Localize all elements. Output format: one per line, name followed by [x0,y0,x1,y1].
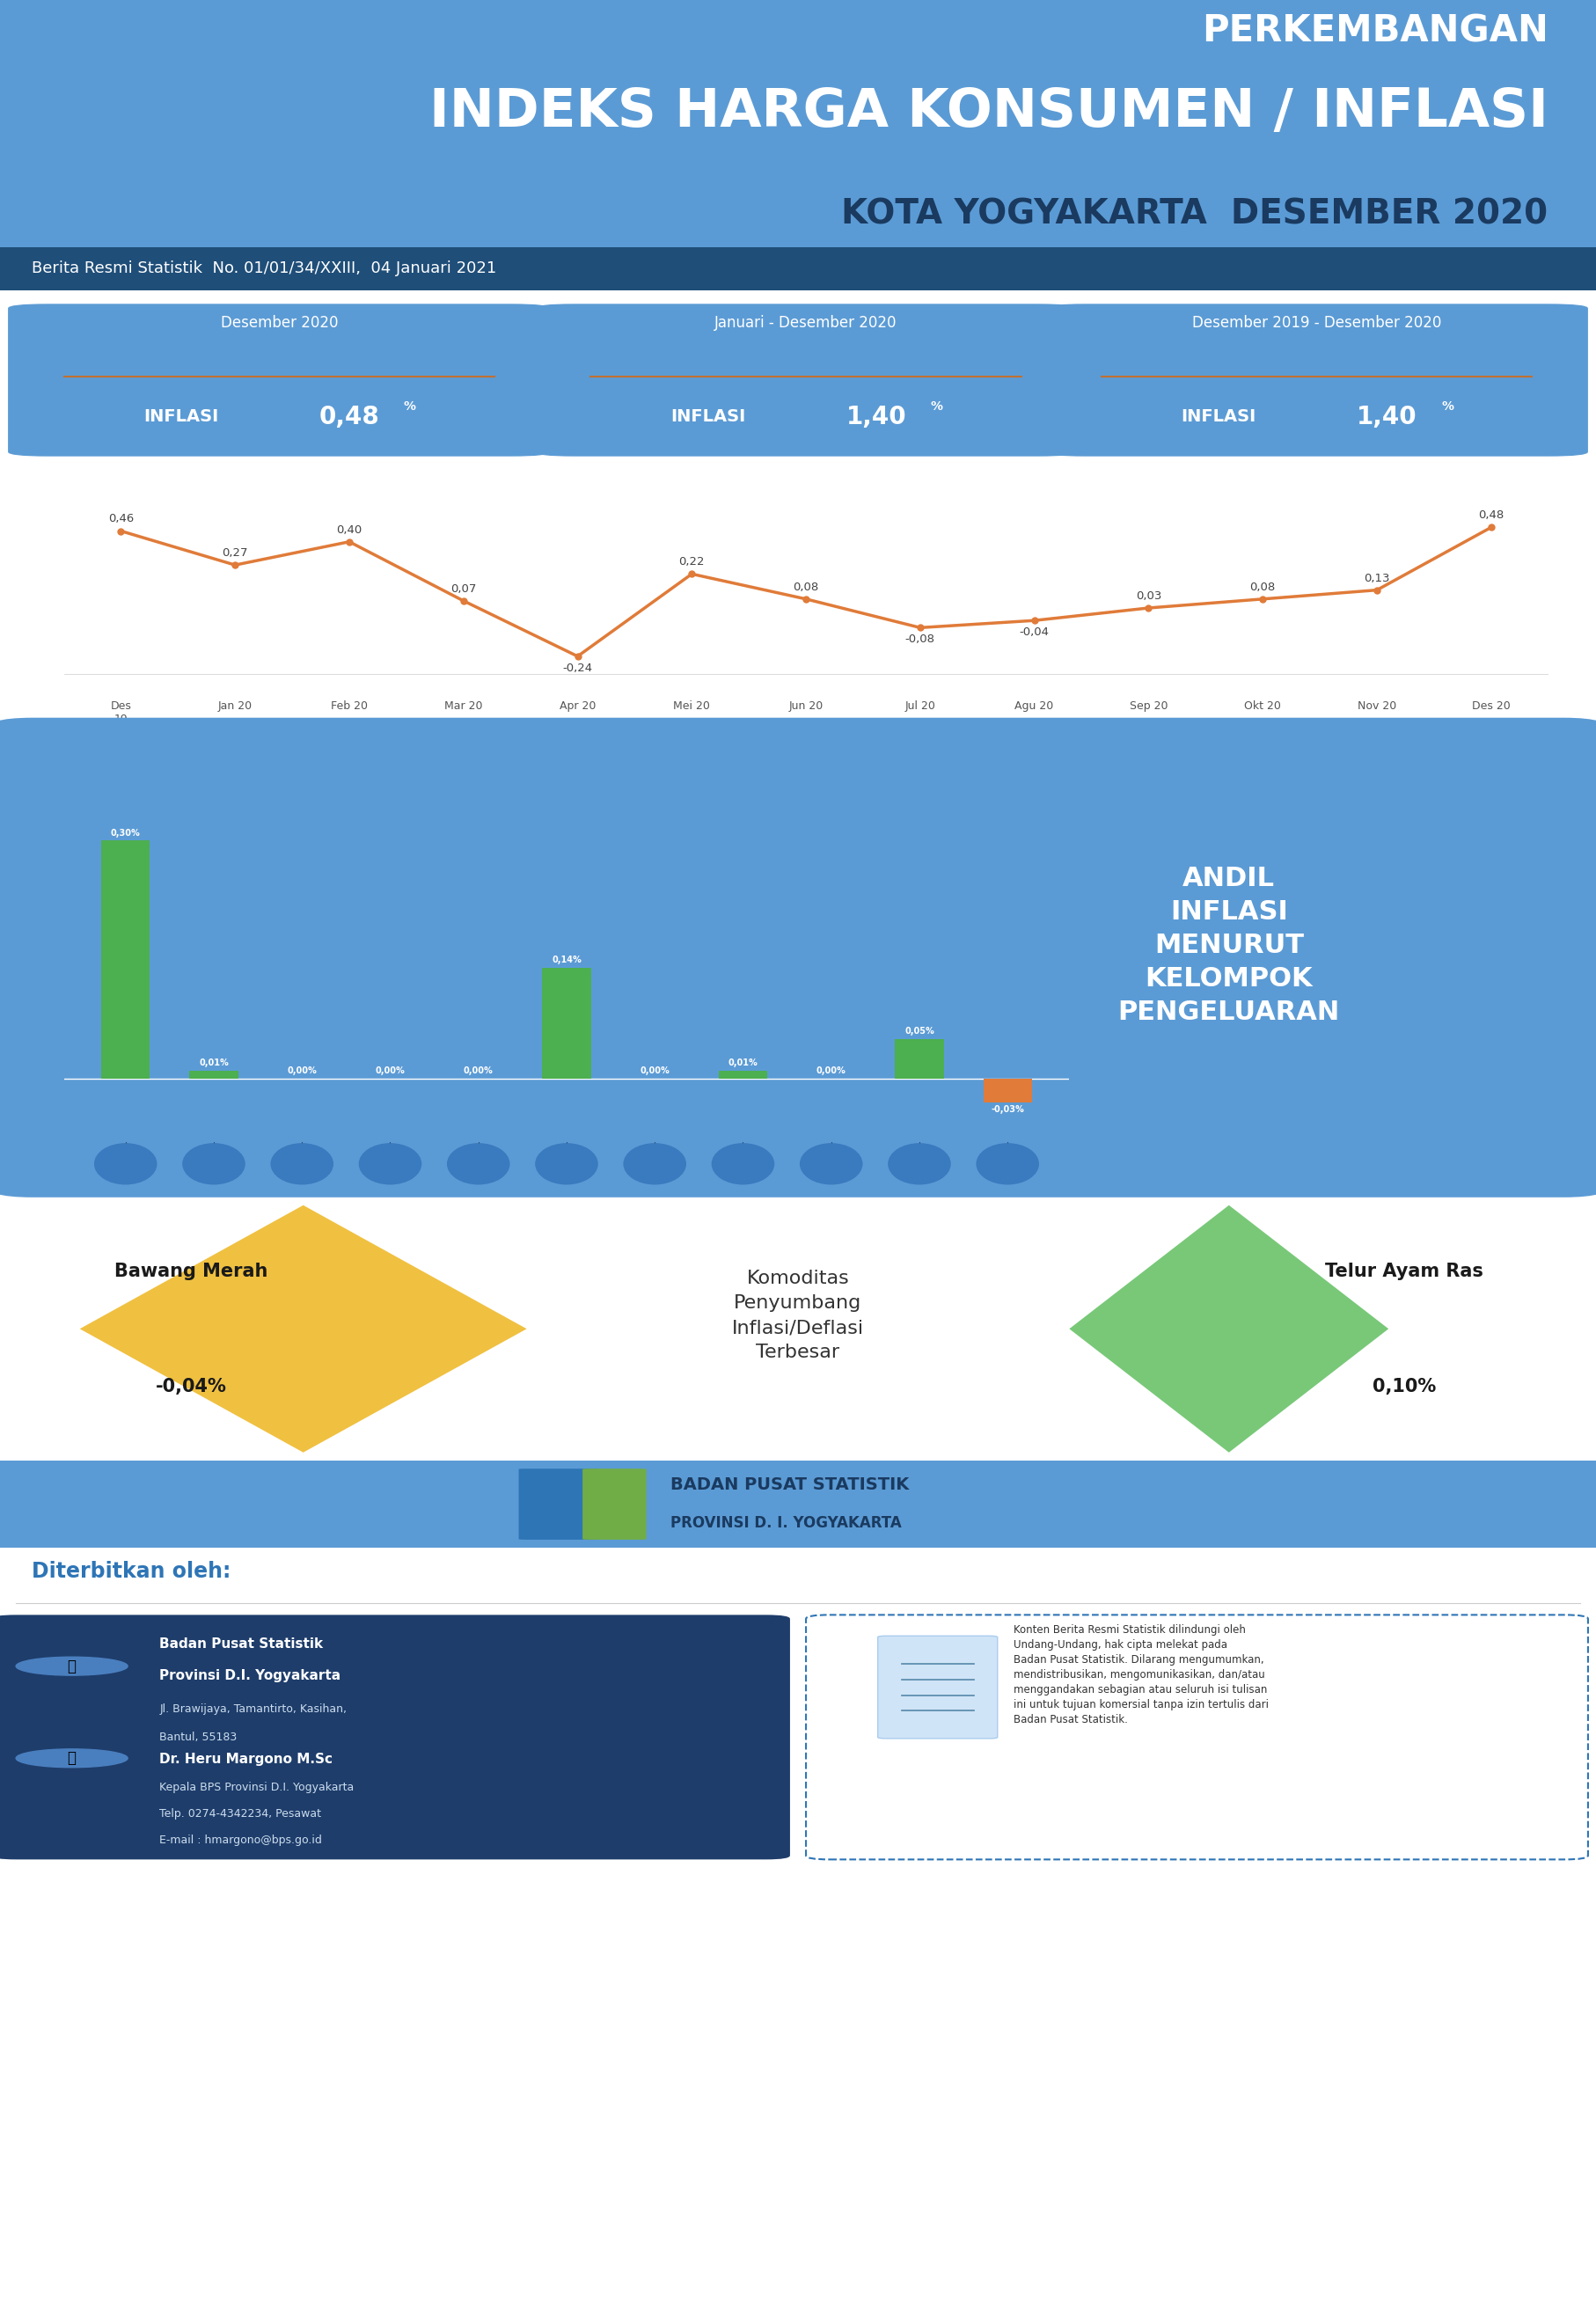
Text: Telp. 0274-4342234, Pesawat: Telp. 0274-4342234, Pesawat [160,1809,321,1820]
FancyBboxPatch shape [0,1615,790,1859]
Text: -0,03%: -0,03% [991,1105,1025,1114]
Text: -0,04: -0,04 [1020,628,1049,639]
FancyBboxPatch shape [1045,305,1588,457]
Text: Jl. Brawijaya, Tamantirto, Kasihan,: Jl. Brawijaya, Tamantirto, Kasihan, [160,1703,346,1714]
Text: Telur Ayam Ras: Telur Ayam Ras [1325,1262,1484,1280]
Text: %: % [404,399,417,413]
Text: 0,00%: 0,00% [816,1066,846,1075]
Text: 0,13: 0,13 [1365,572,1390,584]
Text: Bantul, 55183: Bantul, 55183 [160,1733,238,1744]
Text: -0,24: -0,24 [563,662,592,674]
Text: 0,22: 0,22 [678,556,705,568]
Text: %: % [930,399,943,413]
FancyBboxPatch shape [0,717,1596,1197]
FancyBboxPatch shape [0,247,1596,291]
Text: 1,40: 1,40 [846,404,907,429]
Text: %: % [1441,399,1454,413]
Text: Provinsi D.I. Yogyakarta: Provinsi D.I. Yogyakarta [160,1668,342,1682]
Circle shape [359,1144,421,1183]
Text: 0,08: 0,08 [793,581,819,593]
Text: Badan Pusat Statistik: Badan Pusat Statistik [160,1638,324,1650]
Text: -0,04%: -0,04% [156,1377,227,1396]
FancyBboxPatch shape [583,1470,646,1539]
Text: INFLASI: INFLASI [670,408,745,424]
Circle shape [16,1749,128,1767]
Text: Kepala BPS Provinsi D.I. Yogyakarta: Kepala BPS Provinsi D.I. Yogyakarta [160,1781,354,1793]
FancyBboxPatch shape [535,305,1077,457]
FancyBboxPatch shape [8,305,551,457]
Bar [101,840,150,1080]
Text: 0,00%: 0,00% [463,1066,493,1075]
Circle shape [889,1144,950,1183]
Text: PROVINSI D. I. YOGYAKARTA: PROVINSI D. I. YOGYAKARTA [670,1516,902,1532]
Text: Dr. Heru Margono M.Sc: Dr. Heru Margono M.Sc [160,1753,334,1767]
Text: Januari - Desember 2020: Januari - Desember 2020 [715,316,897,332]
Circle shape [16,1656,128,1675]
Text: 0,27: 0,27 [222,547,247,558]
Text: 0,00%: 0,00% [375,1066,405,1075]
FancyBboxPatch shape [878,1636,998,1739]
Circle shape [271,1144,334,1183]
Circle shape [94,1144,156,1183]
Polygon shape [80,1204,527,1453]
Text: PERKEMBANGAN: PERKEMBANGAN [1202,12,1548,48]
Circle shape [624,1144,686,1183]
Text: 1,40: 1,40 [1357,404,1417,429]
Text: -0,08: -0,08 [905,634,935,646]
Text: 0,01%: 0,01% [200,1059,228,1068]
Bar [190,1070,238,1080]
Text: 0,30%: 0,30% [110,828,140,837]
Text: Konten Berita Resmi Statistik dilindungi oleh
Undang-Undang, hak cipta melekat p: Konten Berita Resmi Statistik dilindungi… [1013,1624,1269,1726]
Text: 0,01%: 0,01% [728,1059,758,1068]
Text: 0,40: 0,40 [337,524,362,535]
Text: BADAN PUSAT STATISTIK: BADAN PUSAT STATISTIK [670,1476,910,1493]
Bar [983,1080,1033,1103]
Text: Diterbitkan oleh:: Diterbitkan oleh: [32,1560,231,1583]
Polygon shape [1069,1204,1389,1453]
Circle shape [977,1144,1039,1183]
Text: E-mail : hmargono@bps.go.id: E-mail : hmargono@bps.go.id [160,1834,322,1846]
Bar [718,1070,768,1080]
Text: Bawang Merah: Bawang Merah [115,1262,268,1280]
Text: 0,14%: 0,14% [552,955,581,964]
Text: 0,05%: 0,05% [905,1027,934,1036]
Text: Berita Resmi Statistik  No. 01/01/34/XXIII,  04 Januari 2021: Berita Resmi Statistik No. 01/01/34/XXII… [32,261,496,277]
Text: KOTA YOGYAKARTA  DESEMBER 2020: KOTA YOGYAKARTA DESEMBER 2020 [841,198,1548,231]
Circle shape [184,1144,244,1183]
Text: Desember 2020: Desember 2020 [220,316,338,332]
Text: 0,08: 0,08 [1250,581,1275,593]
Bar [895,1038,943,1080]
Text: 0,00%: 0,00% [640,1066,670,1075]
Text: 0,48: 0,48 [1478,510,1503,521]
Circle shape [447,1144,509,1183]
Text: 0,07: 0,07 [450,584,476,595]
Text: 0,48: 0,48 [319,404,380,429]
FancyBboxPatch shape [806,1615,1588,1859]
FancyBboxPatch shape [0,0,1596,247]
Text: 👤: 👤 [67,1751,77,1767]
Text: INFLASI: INFLASI [144,408,219,424]
FancyBboxPatch shape [0,1460,1596,1548]
Text: 👤: 👤 [67,1659,77,1675]
Circle shape [712,1144,774,1183]
FancyBboxPatch shape [519,1470,598,1539]
Text: 0,46: 0,46 [109,512,134,524]
Text: Komoditas
Penyumbang
Inflasi/Deflasi
Terbesar: Komoditas Penyumbang Inflasi/Deflasi Ter… [733,1269,863,1361]
Bar [543,967,591,1080]
Text: INFLASI: INFLASI [1181,408,1256,424]
Text: ANDIL
INFLASI
MENURUT
KELOMPOK
PENGELUARAN: ANDIL INFLASI MENURUT KELOMPOK PENGELUAR… [1117,865,1341,1024]
Text: INDEKS HARGA KONSUMEN / INFLASI: INDEKS HARGA KONSUMEN / INFLASI [429,85,1548,138]
Text: 0,03: 0,03 [1136,591,1162,602]
Circle shape [536,1144,597,1183]
Text: 0,10%: 0,10% [1373,1377,1436,1396]
Text: 0,00%: 0,00% [287,1066,318,1075]
Circle shape [800,1144,862,1183]
Text: Desember 2019 - Desember 2020: Desember 2019 - Desember 2020 [1192,316,1441,332]
